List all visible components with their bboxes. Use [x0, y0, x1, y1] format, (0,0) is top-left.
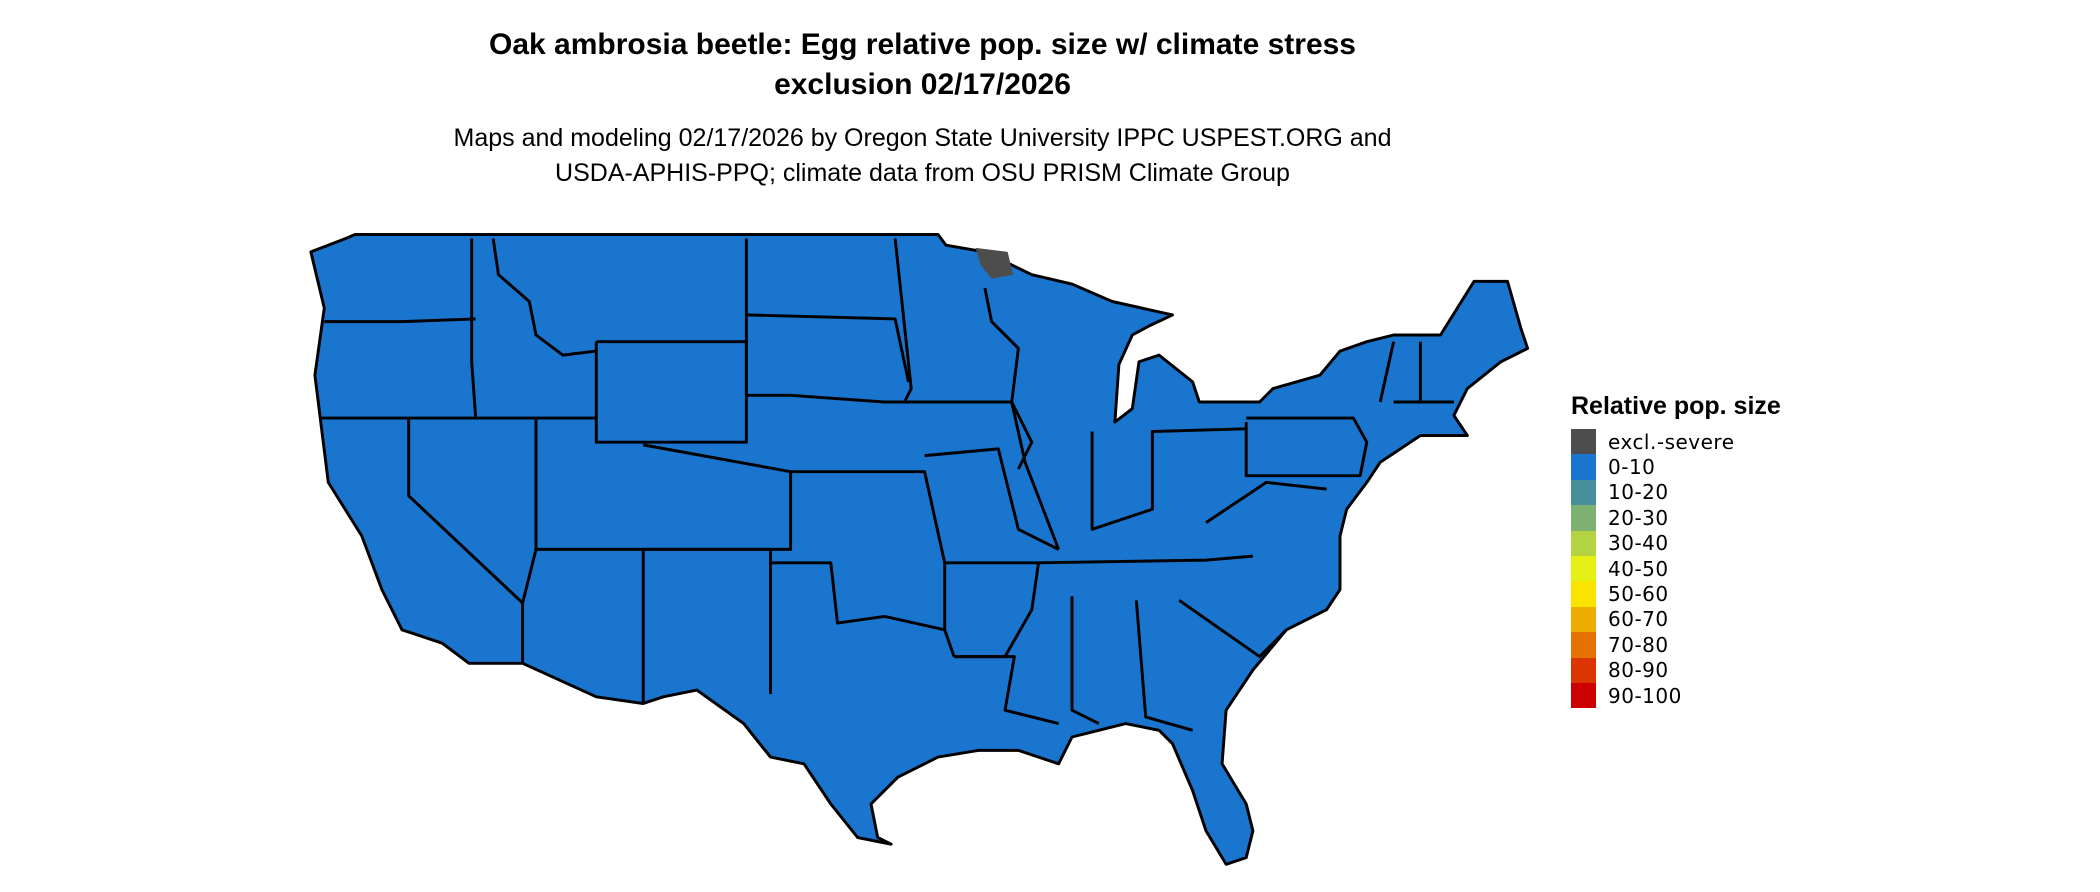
legend-label: 10-20 — [1608, 480, 1669, 505]
legend-item: 80-90 — [1571, 657, 1781, 683]
map-title-line2: exclusion 02/17/2026 — [774, 68, 1071, 101]
legend-item: 60-70 — [1571, 606, 1781, 633]
legend-swatch — [1571, 505, 1596, 531]
legend-item: 20-30 — [1571, 505, 1781, 531]
legend-label: 0-10 — [1608, 455, 1656, 480]
legend-swatch — [1571, 479, 1596, 506]
legend-item: excl.-severe — [1571, 429, 1781, 455]
subtitle-line2: USDA-APHIS-PPQ; climate data from OSU PR… — [555, 159, 1290, 187]
legend-item: 70-80 — [1571, 632, 1781, 658]
legend-item: 50-60 — [1571, 581, 1781, 607]
legend-swatch — [1571, 606, 1596, 633]
legend-swatch — [1571, 682, 1596, 709]
legend-item: 0-10 — [1571, 454, 1781, 480]
legend-swatch — [1571, 555, 1596, 582]
legend-item: 10-20 — [1571, 479, 1781, 506]
legend-label: 30-40 — [1608, 531, 1669, 556]
legend-label: 70-80 — [1608, 632, 1669, 657]
legend-item: 90-100 — [1571, 682, 1781, 709]
legend-label: 50-60 — [1608, 582, 1669, 607]
legend-title: Relative pop. size — [1571, 392, 1781, 420]
state-borders — [321, 238, 1454, 732]
legend-label: excl.-severe — [1608, 429, 1735, 454]
legend-swatch — [1571, 454, 1596, 480]
map-title-line1: Oak ambrosia beetle: Egg relative pop. s… — [488, 28, 1356, 61]
legend-label: 90-100 — [1608, 683, 1682, 708]
legend-label: 80-90 — [1608, 658, 1669, 683]
subtitle-line1: Maps and modeling 02/17/2026 by Oregon S… — [453, 124, 1392, 152]
legend-swatch — [1571, 429, 1596, 455]
legend-swatch — [1571, 530, 1596, 556]
excl-severe-area — [975, 247, 1014, 279]
legend-label: 40-50 — [1608, 556, 1669, 581]
legend-item: 40-50 — [1571, 555, 1781, 582]
us-outline — [309, 233, 1530, 866]
legend-label: 20-30 — [1608, 505, 1669, 530]
legend-item: 30-40 — [1571, 530, 1781, 556]
legend-swatch — [1571, 581, 1596, 607]
legend: Relative pop. size excl.-severe 0-10 10-20… — [1571, 392, 1781, 709]
legend-swatch — [1571, 632, 1596, 658]
legend-swatch — [1571, 657, 1596, 683]
legend-label: 60-70 — [1608, 607, 1669, 632]
